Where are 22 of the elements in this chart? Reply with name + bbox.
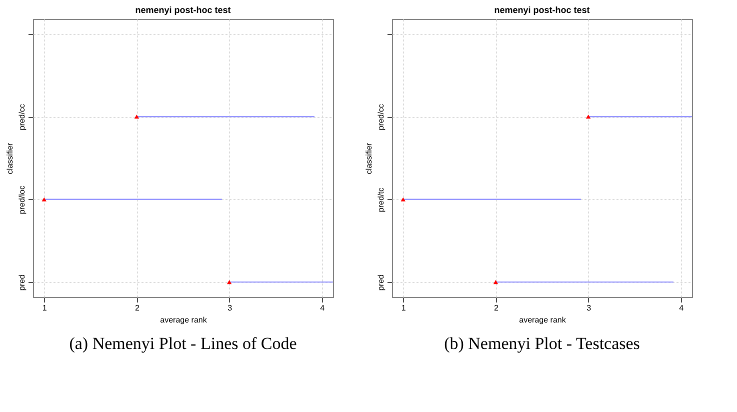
y-tick-label: pred/tc <box>376 188 386 212</box>
y-tick-label: pred/cc <box>376 104 386 130</box>
x-tick-label: 1 <box>401 304 406 312</box>
x-tick-label: 3 <box>586 304 592 312</box>
y-axis-title: classifier <box>364 142 374 174</box>
x-axis-title: average rank <box>160 316 208 324</box>
text: (a) Nemenyi Plot - Lines of Code <box>69 334 297 353</box>
chart-title: nemenyi post-hoc test <box>494 5 590 15</box>
y-tick-label: pred/loc <box>18 186 26 214</box>
y-axis-title: classifier <box>6 142 14 174</box>
x-tick-label: 1 <box>42 304 48 312</box>
chart-title: nemenyi post-hoc test <box>135 5 231 15</box>
x-axis-title: average rank <box>519 316 567 324</box>
x-tick-label: 2 <box>134 304 140 312</box>
x-tick-label: 2 <box>494 304 499 312</box>
y-tick-label: pred <box>376 274 386 291</box>
x-tick-label: 3 <box>228 304 233 312</box>
text: (b) Nemenyi Plot - Testcases <box>444 334 640 353</box>
x-tick-label: 4 <box>320 304 326 312</box>
y-tick-label: pred <box>18 274 26 291</box>
x-tick-label: 4 <box>679 304 684 312</box>
y-tick-label: pred/cc <box>18 104 26 130</box>
